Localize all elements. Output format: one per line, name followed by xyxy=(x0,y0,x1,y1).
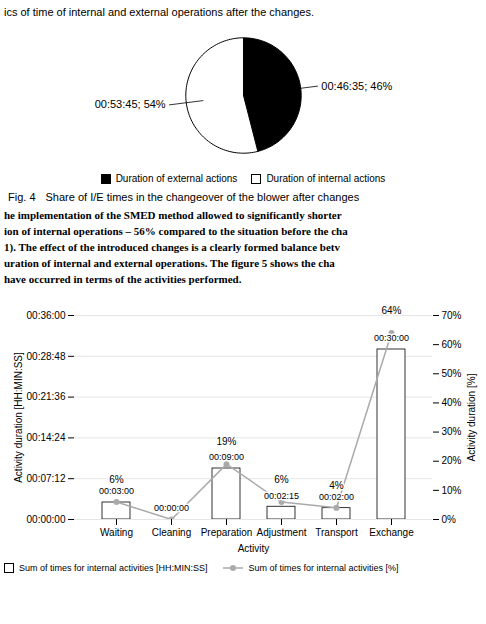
svg-text:00:02:00: 00:02:00 xyxy=(319,492,354,502)
svg-text:20%: 20% xyxy=(442,455,462,466)
svg-text:Adjustment: Adjustment xyxy=(256,527,306,538)
svg-text:00:00:00: 00:00:00 xyxy=(154,503,189,513)
svg-text:00:46:35; 46%: 00:46:35; 46% xyxy=(321,80,392,92)
svg-text:0%: 0% xyxy=(442,514,457,525)
svg-text:6%: 6% xyxy=(274,474,289,485)
svg-text:00:53:45; 54%: 00:53:45; 54% xyxy=(95,98,166,110)
svg-text:30%: 30% xyxy=(442,426,462,437)
html-text:Duration of external actions: Duration of external actions xyxy=(115,173,238,184)
html-text:Duration of internal actions: Duration of internal actions xyxy=(266,173,386,184)
svg-text:10%: 10% xyxy=(442,485,462,496)
svg-text:00:36:00: 00:36:00 xyxy=(27,310,66,321)
html-text:ics of time of internal and ex: ics of time of internal and external ope… xyxy=(4,6,314,18)
html-text:he implementation of the SMED: he implementation of the SMED method all… xyxy=(4,209,348,285)
svg-text:64%: 64% xyxy=(381,305,401,316)
svg-text:Cleaning: Cleaning xyxy=(152,527,191,538)
svg-text:Activity: Activity xyxy=(238,543,270,554)
svg-text:70%: 70% xyxy=(442,310,462,321)
svg-text:00:21:36: 00:21:36 xyxy=(27,391,66,402)
html-text:Sum of times for internal acti: Sum of times for internal activities [%] xyxy=(248,563,399,573)
svg-text:00:02:15: 00:02:15 xyxy=(264,491,299,501)
html-text:Share of I/E times in the chan: Share of I/E times in the changeover of … xyxy=(45,191,360,203)
svg-text:00:28:48: 00:28:48 xyxy=(27,351,66,362)
svg-text:4%: 4% xyxy=(329,480,344,491)
svg-text:00:00:00: 00:00:00 xyxy=(27,514,66,525)
svg-text:Waiting: Waiting xyxy=(100,527,133,538)
svg-text:Activity duration [%]: Activity duration [%] xyxy=(466,373,477,461)
svg-text:40%: 40% xyxy=(442,397,462,408)
svg-text:00:14:24: 00:14:24 xyxy=(27,432,66,443)
svg-text:19%: 19% xyxy=(216,436,236,447)
svg-text:00:07:12: 00:07:12 xyxy=(27,473,66,484)
svg-text:Preparation: Preparation xyxy=(201,527,253,538)
svg-text:Exchange: Exchange xyxy=(369,527,414,538)
svg-text:00:09:00: 00:09:00 xyxy=(209,452,244,462)
html-text:Fig. 4: Fig. 4 xyxy=(8,191,36,203)
svg-text:Transport: Transport xyxy=(315,527,358,538)
svg-text:50%: 50% xyxy=(442,368,462,379)
svg-text:00:30:00: 00:30:00 xyxy=(374,333,409,343)
svg-text:00:03:00: 00:03:00 xyxy=(99,486,134,496)
html-text:Sum of times for internal acti: Sum of times for internal activities [HH… xyxy=(19,563,208,573)
svg-text:60%: 60% xyxy=(442,339,462,350)
svg-text:6%: 6% xyxy=(109,474,124,485)
svg-text:Activity duration [HH:MIN:SS]: Activity duration [HH:MIN:SS] xyxy=(13,352,24,483)
